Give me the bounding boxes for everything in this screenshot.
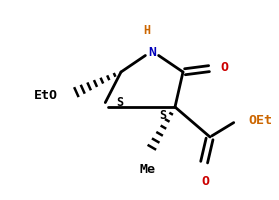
- Text: S: S: [116, 96, 124, 109]
- Text: O: O: [220, 61, 228, 74]
- Text: O: O: [201, 174, 209, 187]
- Text: EtO: EtO: [34, 89, 58, 102]
- Text: H: H: [143, 23, 151, 36]
- Text: S: S: [159, 109, 167, 122]
- Text: N: N: [148, 45, 156, 58]
- Text: Me: Me: [139, 162, 155, 175]
- Text: OEt: OEt: [248, 114, 272, 127]
